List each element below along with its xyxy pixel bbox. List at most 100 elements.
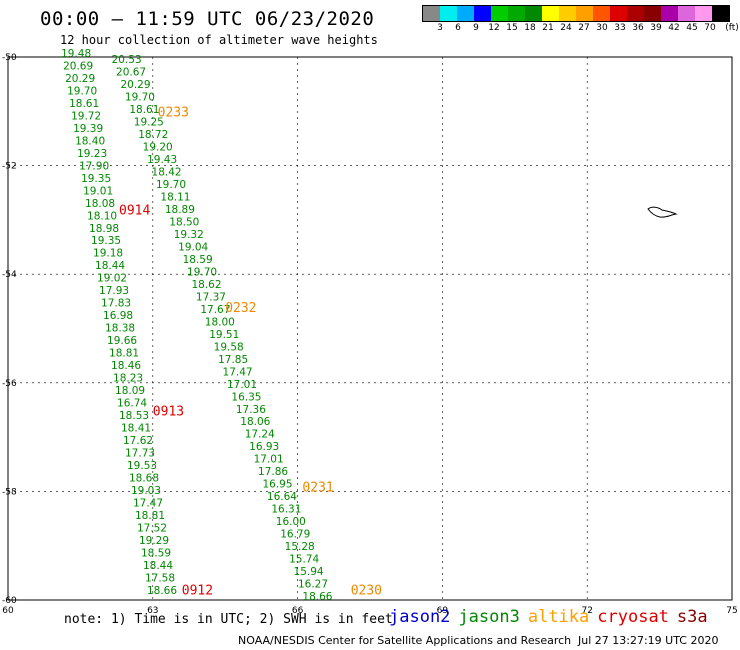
- wave-height-value: 15.28: [285, 541, 315, 553]
- lon-tick-label: 69: [437, 606, 449, 616]
- legend-swatch: [474, 6, 491, 21]
- wave-height-value: 16.95: [262, 479, 292, 491]
- legend-swatch: [661, 6, 678, 21]
- wave-height-value: 19.32: [174, 229, 204, 241]
- wave-height-value: 18.68: [129, 472, 159, 484]
- legend-tick-label: 27: [578, 23, 590, 33]
- wave-height-value: 18.38: [105, 323, 135, 335]
- wave-height-value: 18.72: [138, 129, 168, 141]
- wave-height-value: 19.03: [131, 485, 161, 497]
- wave-height-value: 19.70: [125, 92, 155, 104]
- wave-height-value: 17.47: [133, 497, 163, 509]
- wave-height-value: 18.08: [85, 198, 115, 210]
- wave-height-value: 19.70: [156, 179, 186, 191]
- wave-height-value: 19.70: [67, 85, 97, 97]
- lon-tick-label: 60: [2, 606, 14, 616]
- wave-height-value: 17.01: [254, 454, 284, 466]
- wave-height-value: 16.31: [271, 504, 301, 516]
- lat-tick-label: -58: [2, 487, 17, 497]
- legend-swatch: [695, 6, 712, 21]
- wave-height-value: 17.90: [79, 160, 109, 172]
- legend-swatch: [508, 6, 525, 21]
- lon-tick-label: 75: [726, 606, 737, 616]
- wave-height-value: 18.81: [109, 348, 139, 360]
- wave-height-value: 17.62: [123, 435, 153, 447]
- pass-time-label: 0913: [153, 404, 184, 419]
- satellite-altika: altika: [527, 607, 590, 627]
- wave-height-value: 17.37: [196, 291, 226, 303]
- credit-organization: NOAA/NESDIS Center for Satellite Applica…: [238, 634, 572, 647]
- legend-tick-label: 3: [437, 23, 443, 33]
- wave-height-value: 18.61: [69, 98, 99, 110]
- legend-tick-label: 9: [473, 23, 479, 33]
- legend-swatch: [423, 6, 440, 21]
- wave-height-value: 18.10: [87, 210, 117, 222]
- wave-height-value: 19.43: [147, 154, 177, 166]
- wave-height-value: 19.20: [143, 142, 173, 154]
- wave-height-value: 17.85: [218, 354, 248, 366]
- lat-tick-label: -56: [2, 379, 17, 389]
- wave-height-value: 16.00: [276, 516, 306, 528]
- wave-height-value: 20.29: [120, 79, 150, 91]
- wave-height-value: 16.64: [267, 491, 297, 503]
- legend-tick-label: (ft): [725, 23, 739, 33]
- wave-height-value: 18.66: [302, 591, 332, 603]
- wave-height-value: 17.01: [227, 379, 257, 391]
- satellite-jason2: jason2: [389, 607, 451, 627]
- wave-height-value: 19.58: [214, 341, 244, 353]
- wave-height-value: 18.53: [119, 410, 149, 422]
- wave-height-value: 18.23: [113, 373, 143, 385]
- wave-height-value: 15.94: [294, 566, 324, 578]
- legend-tick-label: 33: [614, 23, 626, 33]
- credit-timestamp: Jul 27 13:27:19 UTC 2020: [578, 634, 719, 647]
- lat-tick-label: -54: [2, 270, 17, 280]
- wave-height-value: 20.29: [65, 73, 95, 85]
- legend-tick-labels: 3 6 9 12 15 18 21 24 27 30 33 36 39 42 45 70 (ft): [422, 23, 740, 37]
- lon-tick-label: 66: [292, 606, 304, 616]
- legend-tick-label: 18: [524, 23, 536, 33]
- legend-tick-label: 36: [632, 23, 644, 33]
- wave-height-value: 19.18: [93, 248, 123, 260]
- legend-tick-label: 42: [668, 23, 680, 33]
- legend-tick-label: 24: [560, 23, 572, 33]
- legend-swatch: [491, 6, 508, 21]
- wave-height-value: 19.01: [83, 185, 113, 197]
- pass-time-label: 0912: [182, 584, 213, 599]
- legend-swatch: [576, 6, 593, 21]
- wave-height-value: 18.41: [121, 422, 151, 434]
- wave-height-value: 17.52: [137, 522, 167, 534]
- wave-height-value: 19.35: [81, 173, 111, 185]
- wave-height-value: 18.09: [115, 385, 145, 397]
- pass-time-label: 0230: [351, 584, 382, 599]
- pass-time-label: 0232: [225, 301, 256, 316]
- map-grid: [7, 56, 733, 601]
- wave-height-value: 18.89: [165, 204, 195, 216]
- legend-swatch: [559, 6, 576, 21]
- wave-height-value: 16.35: [231, 391, 261, 403]
- wave-height-value: 19.72: [71, 110, 101, 122]
- wave-height-value: 20.69: [63, 60, 93, 72]
- legend-swatch: [610, 6, 627, 21]
- island-outline: [647, 206, 678, 218]
- wave-height-value: 16.93: [249, 441, 279, 453]
- wave-height-value: 18.81: [135, 510, 165, 522]
- wave-height-value: 16.79: [280, 529, 310, 541]
- wave-height-value: 19.39: [73, 123, 103, 135]
- wave-height-value: 20.53: [112, 54, 142, 66]
- legend-swatch: [678, 6, 695, 21]
- wave-height-value: 16.74: [117, 398, 147, 410]
- satellite-cryosat: cryosat: [597, 607, 669, 627]
- page-subtitle: 12 hour collection of altimeter wave hei…: [60, 33, 378, 47]
- wave-height-value: 16.98: [103, 310, 133, 322]
- wave-height-value: 19.04: [178, 241, 208, 253]
- wave-height-value: 19.35: [91, 235, 121, 247]
- wave-height-value: 18.62: [191, 279, 221, 291]
- lon-tick-label: 63: [147, 606, 158, 616]
- page-title: 00:00 — 11:59 UTC 06/23/2020: [40, 8, 375, 30]
- wave-height-value: 19.48: [61, 48, 91, 60]
- pass-time-label: 0231: [302, 480, 333, 495]
- wave-height-value: 19.70: [187, 266, 217, 278]
- legend-swatch: [593, 6, 610, 21]
- wave-height-value: 18.66: [147, 585, 177, 597]
